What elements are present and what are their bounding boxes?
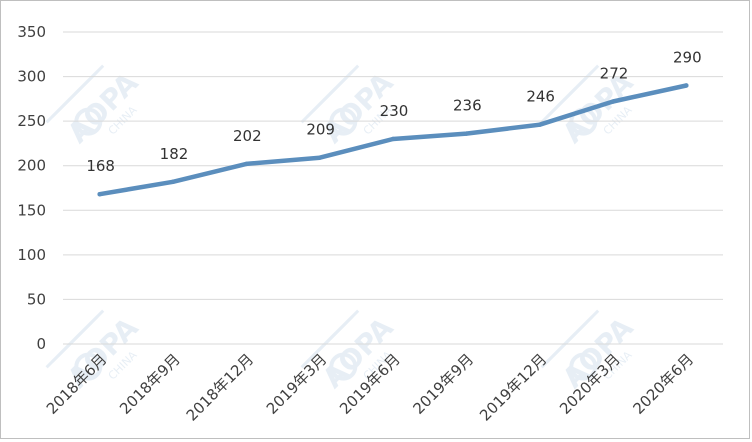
data-label: 272 [600, 65, 629, 83]
data-point [537, 122, 542, 127]
watermark-stripe [311, 326, 343, 358]
watermark-stripe [62, 75, 93, 107]
data-point [170, 179, 176, 184]
data-label: 230 [380, 102, 409, 120]
watermark-stripe [306, 87, 337, 118]
watermark-stripe [557, 320, 588, 352]
data-point [244, 161, 249, 167]
watermark-stripe [306, 332, 337, 363]
x-tick-label: 2019年12月 [476, 350, 550, 424]
watermark-stripe [56, 326, 88, 358]
y-tick-label: 100 [17, 246, 46, 264]
gridlines [63, 31, 723, 345]
watermark-stripe [546, 332, 577, 363]
watermark-stripe [317, 75, 348, 107]
watermark-stripe [56, 81, 88, 113]
watermark-stripe [568, 64, 600, 96]
x-tick-label: 2019年9月 [409, 350, 477, 418]
watermark-stripe [540, 92, 571, 124]
watermark-stripe [73, 309, 105, 341]
watermark-stripe [328, 309, 360, 341]
watermark-ring [569, 352, 598, 381]
data-label: 236 [453, 97, 482, 115]
watermark-ring [329, 352, 358, 381]
watermark-ring [74, 352, 103, 381]
data-label: 182 [160, 145, 189, 163]
watermark-stripe [563, 315, 594, 346]
watermark-stripe [551, 81, 583, 113]
data-point [684, 83, 689, 88]
data-point [97, 192, 102, 197]
y-tick-label: 250 [17, 112, 46, 130]
data-label: 209 [306, 121, 335, 139]
watermark-stripe [300, 92, 331, 124]
y-tick-label: 0 [36, 335, 46, 353]
watermark-ring [74, 107, 103, 136]
y-tick-label: 300 [17, 68, 46, 86]
data-point [390, 136, 396, 142]
data-point [464, 131, 469, 136]
data-label: 168 [86, 157, 115, 175]
y-tick-label: 350 [17, 23, 46, 41]
y-tick-label: 200 [17, 157, 46, 175]
watermark-stripe [68, 315, 99, 346]
data-point [610, 99, 616, 104]
data-label: 290 [673, 48, 702, 66]
watermark-stripe [51, 332, 82, 363]
watermark-stripe [45, 92, 76, 124]
watermark-stripe [311, 81, 343, 113]
series-layer [97, 83, 689, 197]
watermark-stripe [328, 64, 360, 96]
watermark-stripe [557, 75, 588, 107]
y-tick-label: 150 [17, 201, 46, 219]
x-tick-label: 2020年6月 [629, 350, 697, 418]
data-label: 202 [233, 127, 262, 145]
x-tick-label: 2019年3月 [263, 350, 331, 418]
watermark-stripe [546, 87, 577, 118]
watermark-stripe [568, 309, 600, 341]
data-label: 246 [526, 88, 555, 106]
watermark-stripe [62, 320, 93, 352]
y-axis-ticks: 0 50 100 150 200 250 300 350 [17, 23, 46, 353]
x-tick-label: 2018年12月 [183, 350, 257, 424]
watermark-stripe [73, 64, 105, 96]
watermark-ring [329, 107, 358, 136]
watermark-stripe [51, 87, 82, 118]
data-point [317, 155, 322, 160]
y-tick-label: 50 [27, 290, 46, 308]
data-labels: 168 182 202 209 230 236 246 272 290 [86, 48, 701, 175]
watermark-stripe [323, 315, 354, 346]
watermark-stripe [317, 320, 348, 352]
watermark-stripe [551, 326, 583, 358]
